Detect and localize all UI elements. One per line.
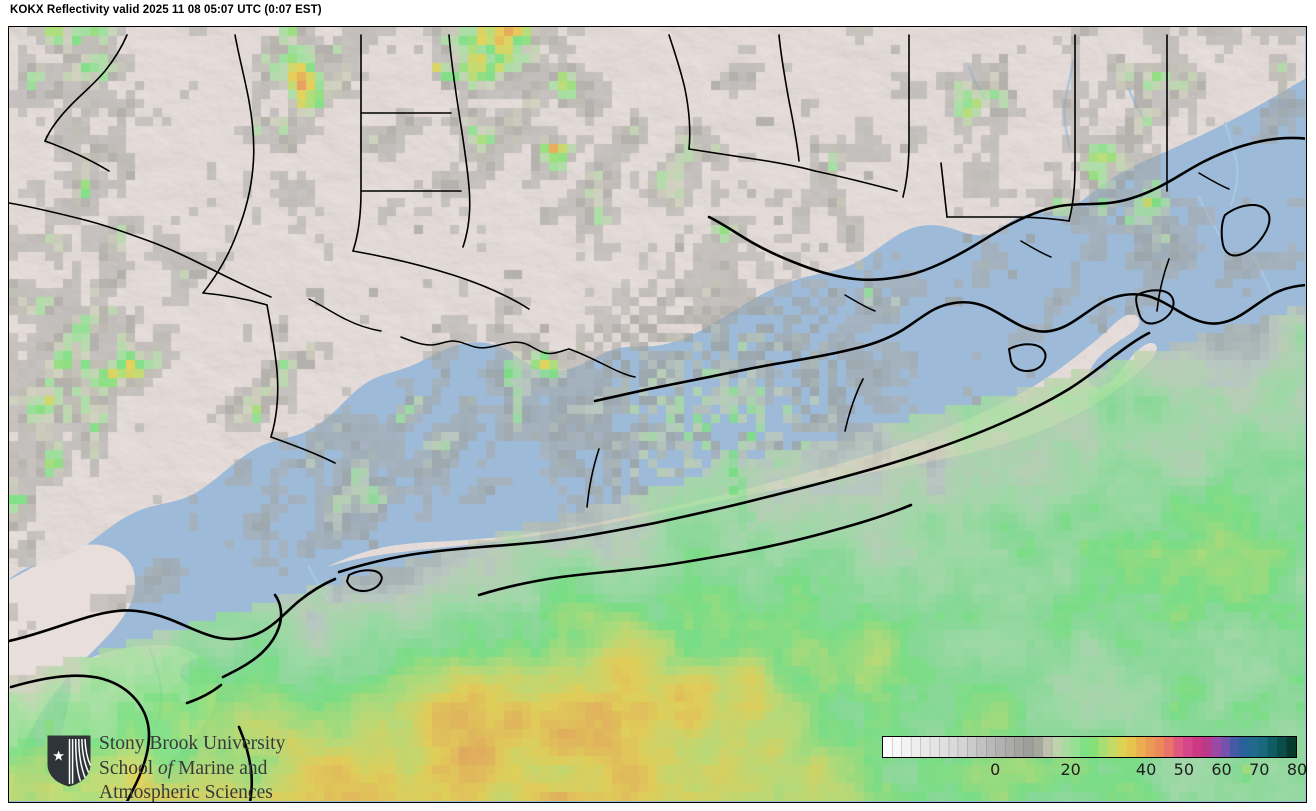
colorbar: 0 20 40 50 60 70 80 — [874, 736, 1306, 796]
political-borders-layer — [9, 34, 1305, 801]
colorbar-tick-40: 40 — [1135, 760, 1157, 779]
colorbar-tick-60: 60 — [1211, 760, 1232, 779]
map-frame[interactable]: 0 20 40 50 60 70 80 — [8, 26, 1307, 803]
colorbar-tick-0: 0 — [990, 760, 1001, 779]
radar-reflectivity-layer — [9, 27, 1305, 801]
map-viewport[interactable]: 0 20 40 50 60 70 80 — [9, 27, 1306, 802]
colorbar-tick-20: 20 — [1060, 760, 1081, 779]
page-title: KOKX Reflectivity valid 2025 11 08 05:07… — [10, 4, 322, 16]
colorbar-tick-70: 70 — [1249, 760, 1270, 779]
colorbar-tick-80: 80 — [1286, 760, 1306, 779]
colorbar-gradient — [882, 736, 1297, 758]
colorbar-tick-50: 50 — [1173, 760, 1194, 779]
